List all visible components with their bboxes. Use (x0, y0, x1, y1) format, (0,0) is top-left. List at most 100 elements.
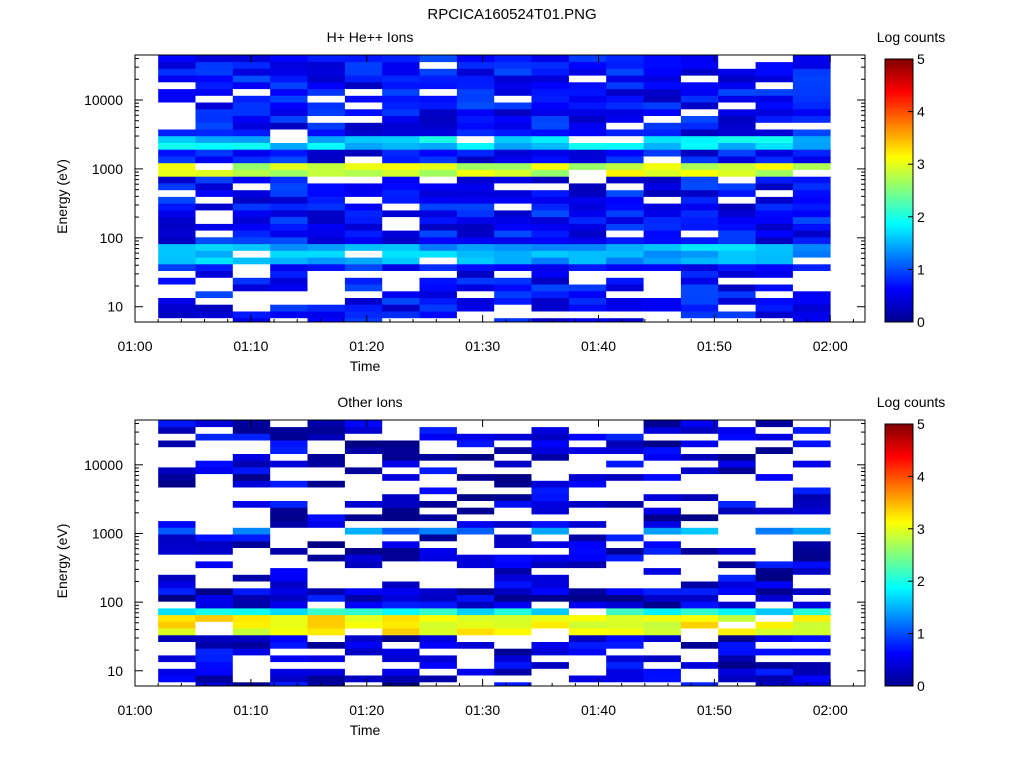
heat-cell (755, 608, 794, 616)
heat-cell (792, 61, 831, 69)
heat-cell (643, 189, 682, 197)
heat-cell (643, 196, 682, 204)
colorbar-tick-label: 4 (917, 468, 925, 484)
heat-cell (382, 284, 420, 292)
heat-cell (158, 88, 196, 96)
heat-cell (456, 55, 495, 63)
heat-cell (606, 135, 644, 143)
heat-cell (232, 493, 271, 501)
heat-cell (382, 587, 420, 595)
heat-cell (718, 514, 756, 522)
heat-cell (718, 95, 756, 103)
heat-cell (718, 574, 756, 582)
heat-cell (792, 196, 831, 204)
heat-cell (195, 108, 234, 116)
heat-cell (606, 500, 644, 508)
heat-cell (606, 230, 644, 238)
heat-cell (792, 594, 831, 602)
heat-cell (232, 587, 271, 595)
heat-cell (606, 304, 644, 312)
heat-cell (232, 203, 271, 211)
heat-cell (270, 183, 308, 191)
heat-cell (755, 142, 794, 150)
heat-cell (680, 243, 719, 251)
heat-cell (158, 520, 196, 528)
heat-cell (606, 514, 644, 522)
heat-cell (531, 446, 570, 454)
heat-cell (568, 270, 607, 278)
x-tick-label: 01:40 (581, 338, 616, 354)
heat-cell (680, 480, 719, 488)
heat-cell (792, 453, 831, 461)
heat-cell (158, 189, 196, 197)
heat-cell (792, 243, 831, 251)
heat-cell (494, 237, 532, 245)
heat-cell (232, 216, 271, 224)
heat-cell (232, 95, 271, 103)
x-axis-label: Time (350, 358, 381, 374)
heat-cell (643, 135, 682, 143)
heat-cell (344, 426, 383, 434)
heat-cell (568, 176, 607, 184)
heat-cell (680, 277, 719, 285)
heat-cell (344, 487, 383, 495)
heat-cell (494, 661, 532, 669)
y-tick-label: 1000 (92, 525, 123, 541)
heat-cell (494, 574, 532, 582)
heat-cell (232, 263, 271, 271)
heat-cell (718, 61, 756, 69)
heat-cell (270, 223, 308, 231)
heat-cell (494, 82, 532, 90)
heat-cell (419, 655, 458, 663)
heat-cell (270, 297, 308, 305)
heat-cell (344, 149, 383, 157)
heat-cell (568, 681, 607, 687)
heat-cell (568, 311, 607, 319)
heat-cell (307, 527, 346, 535)
heat-cell (270, 561, 308, 569)
heat-cell (307, 420, 346, 428)
heat-cell (195, 433, 234, 441)
heat-cell (531, 162, 570, 170)
heat-cell (606, 433, 644, 441)
heat-cell (419, 675, 458, 683)
heat-cell (344, 493, 383, 501)
heat-cell (382, 102, 420, 110)
heat-cell (307, 95, 346, 103)
heat-cell (344, 507, 383, 515)
heat-cell (568, 507, 607, 515)
heat-cell (456, 480, 495, 488)
heat-cell (755, 75, 794, 83)
heat-cell (232, 487, 271, 495)
heat-cell (792, 82, 831, 90)
heat-cell (568, 661, 607, 669)
heat-cell (158, 250, 196, 258)
heat-cell (568, 162, 607, 170)
heat-cell (568, 634, 607, 642)
heat-cell (568, 290, 607, 298)
heat-cell (382, 487, 420, 495)
heat-cell (568, 554, 607, 562)
heat-cell (419, 621, 458, 629)
heat-cell (680, 668, 719, 676)
heat-cell (792, 507, 831, 515)
heat-cell (195, 581, 234, 589)
heat-cell (680, 675, 719, 683)
heat-cell (456, 587, 495, 595)
heat-cell (158, 223, 196, 231)
heat-cell (382, 480, 420, 488)
heat-cell (456, 514, 495, 522)
heat-cell (718, 162, 756, 170)
heat-cell (792, 250, 831, 258)
heat-cell (344, 527, 383, 535)
heat-cell (755, 520, 794, 528)
heat-cell (680, 614, 719, 622)
heat-cell (531, 257, 570, 265)
colorbar-tick-label: 3 (917, 156, 925, 172)
heat-cell (419, 250, 458, 258)
heat-cell (382, 574, 420, 582)
heat-cell (419, 527, 458, 535)
heat-cell (792, 317, 831, 323)
heat-cell (307, 581, 346, 589)
heat-cell (232, 189, 271, 197)
